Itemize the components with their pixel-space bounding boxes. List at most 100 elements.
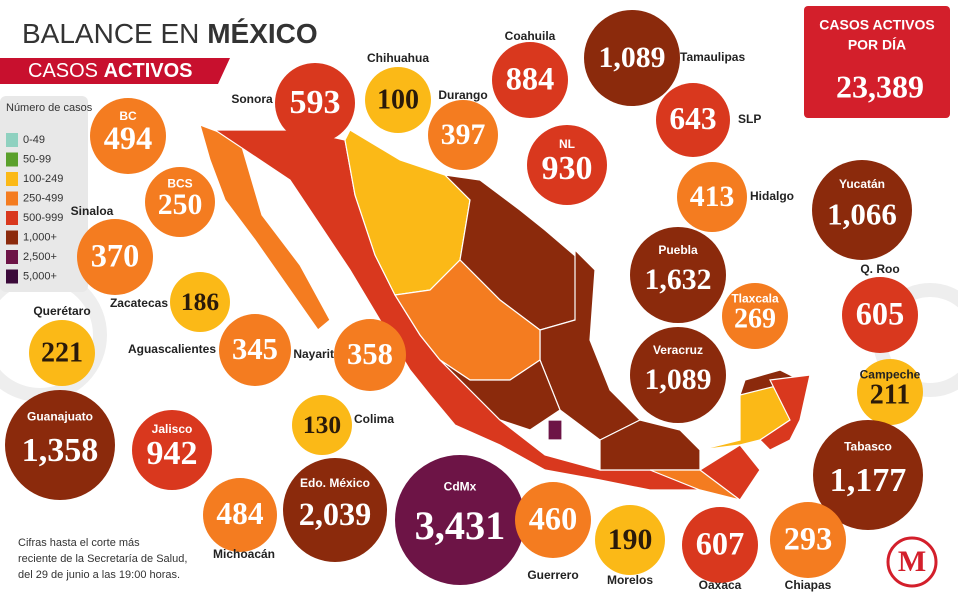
state-bubble	[203, 478, 277, 552]
state-bubble	[395, 455, 525, 585]
state-name: Q. Roo	[860, 262, 899, 276]
state-cases: 250	[158, 188, 203, 221]
legend-swatch	[6, 152, 18, 167]
state-bubble	[812, 160, 912, 260]
title: BALANCE EN MÉXICO	[22, 18, 318, 49]
state-bubble	[770, 502, 846, 578]
state-name: Edo. México	[300, 476, 370, 490]
state-cases: 186	[181, 287, 219, 316]
state-cases: 1,632	[645, 263, 712, 296]
state-cases: 942	[147, 435, 198, 472]
state-cases: 460	[529, 500, 577, 536]
legend-swatch	[6, 269, 18, 284]
title-part: MÉXICO	[207, 18, 317, 49]
state-cases: 930	[542, 150, 593, 187]
state-cases: 130	[303, 410, 341, 439]
state-name: Tamaulipas	[680, 50, 745, 64]
state-bubble	[90, 98, 166, 174]
state-bubble	[428, 100, 498, 170]
state-cases: 1,089	[599, 41, 666, 74]
state-name: CdMx	[444, 480, 477, 494]
state-cases: 269	[734, 303, 776, 334]
state-bubble	[132, 410, 212, 490]
state-cases: 1,089	[645, 363, 712, 396]
subtitle-band	[0, 58, 230, 84]
subtitle-part: ACTIVOS	[104, 60, 193, 82]
legend-label: 1,000+	[23, 231, 57, 243]
state-name: Chiapas	[785, 578, 832, 592]
logo: M	[898, 545, 926, 578]
state-cases: 884	[506, 60, 554, 96]
state-name: Tlaxcala	[731, 292, 779, 306]
legend-label: 100-249	[23, 173, 63, 185]
state-name: Guerrero	[527, 568, 578, 582]
state-name: Oaxaca	[699, 578, 742, 592]
state-name: Veracruz	[653, 343, 703, 357]
state-name: Durango	[438, 88, 487, 102]
state-bubble	[5, 390, 115, 500]
legend: Número de casos 0-49 50-99 100-249 250-499 50…	[6, 102, 93, 284]
state-name: SLP	[738, 112, 761, 126]
state-cases: 1,358	[22, 432, 99, 469]
state-name: Colima	[354, 412, 394, 426]
state-bubble	[77, 219, 153, 295]
footnote: Cifras hasta el corte más	[18, 537, 140, 549]
state-name: Yucatán	[839, 177, 885, 191]
state-cases: 397	[441, 118, 486, 151]
state-bubble	[219, 314, 291, 386]
state-name: Tabasco	[844, 440, 892, 454]
legend-swatch	[6, 133, 18, 147]
state-name: Puebla	[658, 243, 698, 257]
state-cases: 370	[91, 237, 139, 273]
state-bubble	[656, 83, 730, 157]
state-cases: 293	[784, 520, 832, 556]
state-name: NL	[559, 137, 575, 151]
state-name: Chihuahua	[367, 51, 429, 65]
state-cases: 3,431	[415, 503, 506, 548]
subtitle-part: CASOS	[28, 60, 98, 82]
state-cases: 221	[41, 337, 83, 368]
state-cases: 358	[347, 337, 393, 371]
logo-ring	[886, 536, 938, 588]
state-bubble	[813, 420, 923, 530]
state-bubble	[145, 167, 215, 237]
state-bubble	[595, 505, 665, 575]
legend-swatch	[6, 191, 18, 206]
state-cases: 2,039	[299, 496, 372, 532]
state-bubble	[722, 283, 788, 349]
state-name: Sinaloa	[71, 204, 114, 218]
legend-swatch	[6, 211, 18, 225]
state-bubble	[334, 319, 406, 391]
state-bubble	[275, 63, 355, 143]
state-name: Sonora	[231, 92, 273, 106]
state-cases: 1,177	[830, 462, 907, 499]
state-cases: 413	[690, 180, 735, 213]
state-cases: 605	[856, 295, 904, 331]
legend-swatch	[6, 172, 18, 186]
legend-swatch	[6, 230, 18, 245]
state-bubble	[842, 277, 918, 353]
state-name: Coahuila	[505, 29, 556, 43]
legend-label: 50-99	[23, 153, 51, 165]
daily-label: CASOS ACTIVOS	[819, 17, 934, 33]
footnote: del 29 de junio a las 19:00 horas.	[18, 569, 180, 581]
state-name: Michoacán	[213, 547, 275, 561]
state-cases: 643	[669, 101, 716, 136]
state-bubble	[515, 482, 591, 558]
state-cases: 607	[696, 525, 744, 561]
state-name: Guanajuato	[27, 410, 93, 424]
daily-box	[804, 6, 950, 118]
state-name: Aguascalientes	[128, 342, 216, 356]
state-bubble	[630, 227, 726, 323]
state-bubble	[682, 507, 758, 583]
state-cases: 494	[104, 120, 152, 156]
state-bubble	[292, 395, 352, 455]
state-name: Nayarit	[293, 347, 334, 361]
state-bubble	[365, 67, 431, 133]
state-cases: 190	[608, 523, 653, 556]
state-name: BC	[119, 109, 137, 123]
state-cases: 345	[232, 332, 278, 366]
state-bubble	[170, 272, 230, 332]
